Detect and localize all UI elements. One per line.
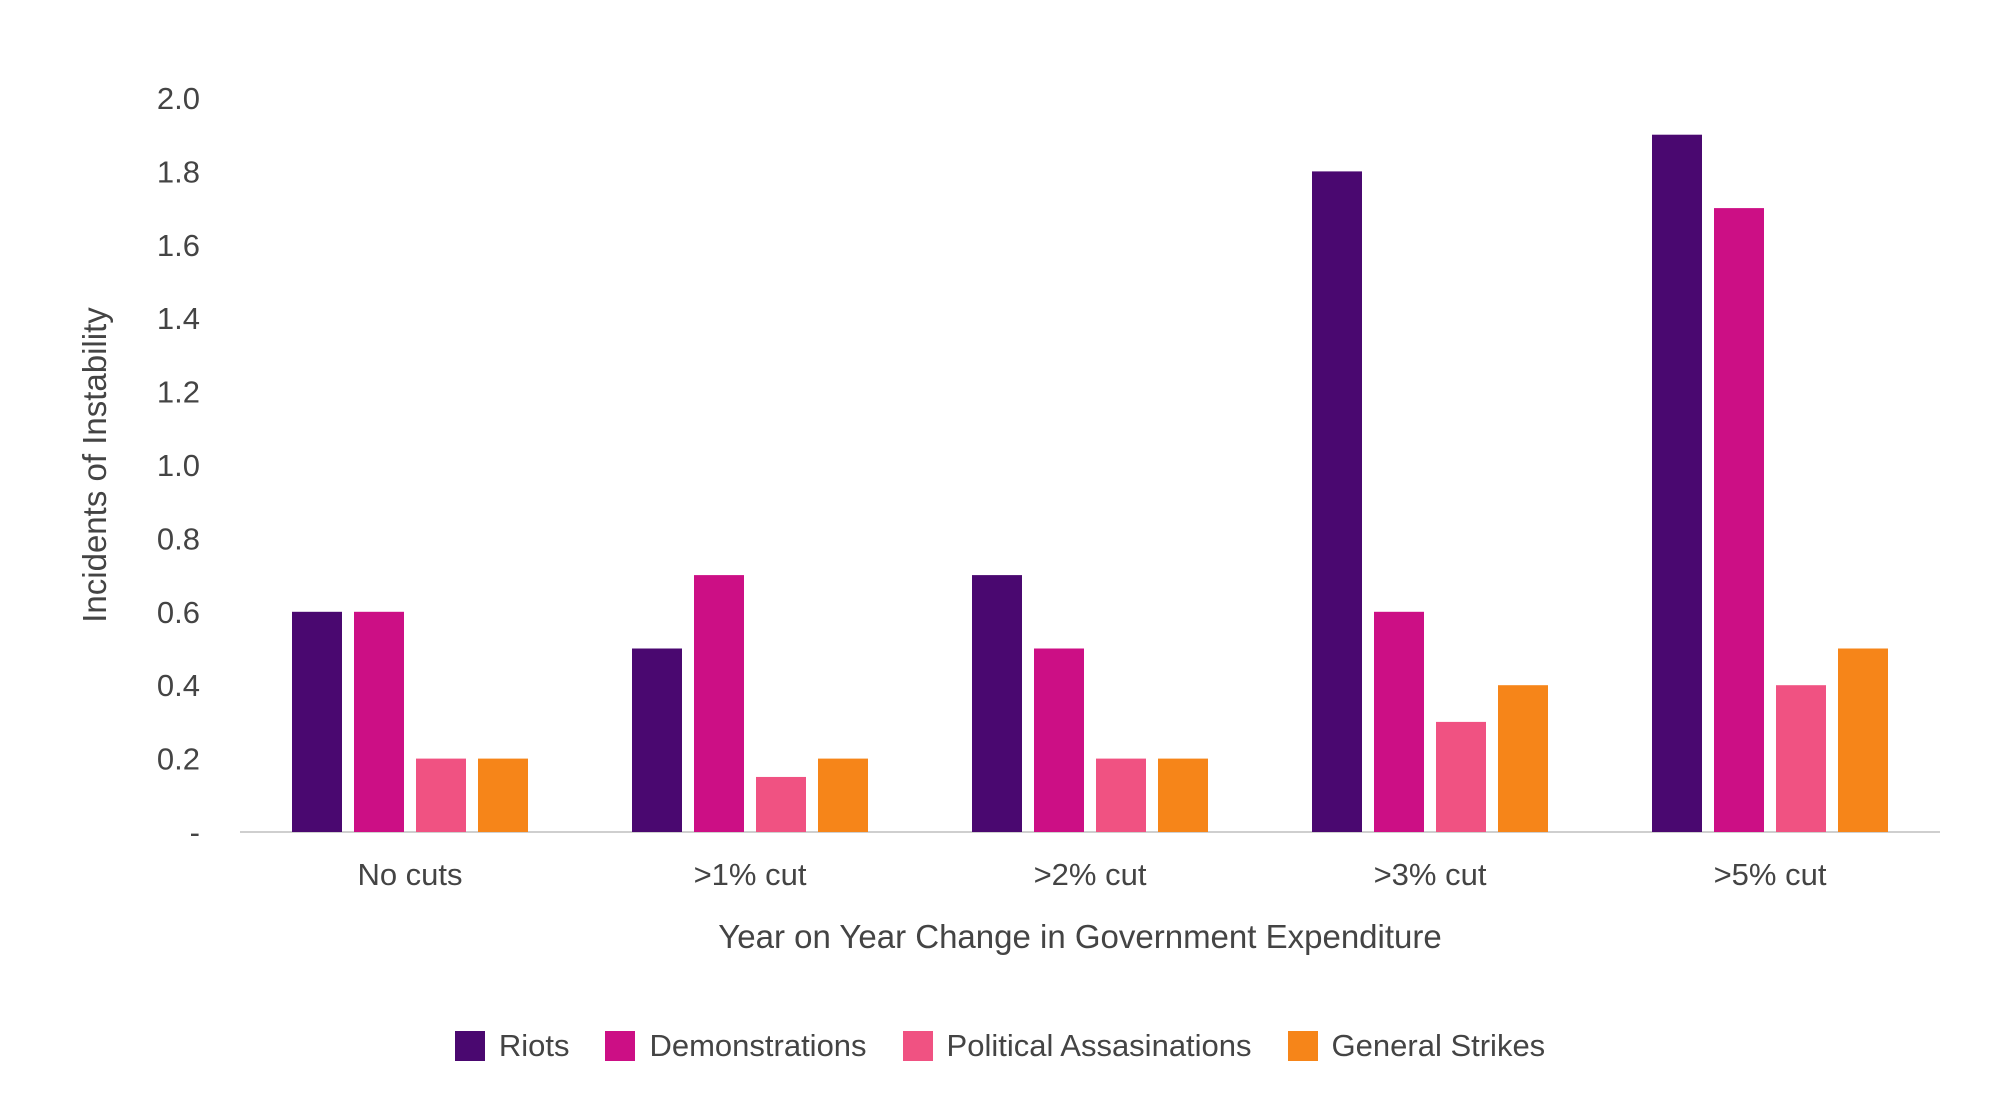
y-tick-label: 0.2 (157, 742, 200, 777)
legend-label: Riots (498, 1028, 570, 1063)
y-axis-title: Incidents of Instability (76, 307, 113, 623)
bar-political-assasinations (1776, 685, 1826, 832)
bar-general-strikes (1158, 758, 1208, 832)
y-tick-label: 2.0 (157, 81, 200, 116)
bar-general-strikes (478, 758, 528, 832)
y-tick-label: 1.0 (157, 448, 200, 483)
bar-demonstrations (1714, 208, 1764, 833)
x-category-label: >2% cut (1034, 857, 1147, 892)
x-axis-categories: No cuts >1% cut >2% cut >3% cut >5% cut (357, 857, 1826, 892)
bar-political-assasinations (416, 758, 466, 832)
bar-demonstrations (694, 575, 744, 832)
bar-political-assasinations (1096, 758, 1146, 832)
y-tick-label: 1.6 (157, 228, 200, 263)
legend-item-general-strikes: General Strikes (1287, 1028, 1546, 1064)
bars (292, 134, 1888, 833)
y-tick-label: 1.8 (157, 154, 200, 189)
bar-demonstrations (1374, 611, 1424, 832)
bar-riots (292, 611, 342, 832)
y-tick-label: 1.4 (157, 301, 200, 336)
bar-riots (632, 648, 682, 832)
x-category-label: >3% cut (1374, 857, 1487, 892)
bar-political-assasinations (756, 776, 806, 832)
y-tick-label: 0.4 (157, 668, 200, 703)
legend-item-riots: Riots (454, 1028, 570, 1064)
bar-political-assasinations (1436, 721, 1486, 832)
legend-swatch (454, 1031, 485, 1061)
y-tick-label: 0.6 (157, 595, 200, 630)
bar-riots (1652, 134, 1702, 832)
legend: Riots Demonstrations Political Assasinat… (0, 1028, 2000, 1064)
legend-item-political-assasinations: Political Assasinations (902, 1028, 1252, 1064)
legend-label: Demonstrations (649, 1028, 867, 1063)
bar-demonstrations (1034, 648, 1084, 832)
x-category-label: No cuts (357, 857, 462, 892)
bar-general-strikes (818, 758, 868, 832)
legend-swatch (902, 1031, 933, 1061)
y-axis-ticks: - 0.2 0.4 0.6 0.8 1.0 1.2 1.4 1.6 1.8 2.0 (157, 81, 200, 850)
bar-general-strikes (1498, 685, 1548, 832)
bar-demonstrations (354, 611, 404, 832)
bar-general-strikes (1838, 648, 1888, 832)
legend-label: General Strikes (1331, 1028, 1546, 1063)
legend-item-demonstrations: Demonstrations (605, 1028, 867, 1064)
x-category-label: >1% cut (694, 857, 807, 892)
y-tick-label: - (190, 815, 200, 850)
legend-swatch (1287, 1031, 1318, 1061)
y-tick-label: 1.2 (157, 375, 200, 410)
x-axis-title: Year on Year Change in Government Expend… (718, 918, 1441, 955)
legend-label: Political Assasinations (946, 1028, 1252, 1063)
x-category-label: >5% cut (1714, 857, 1827, 892)
bar-riots (972, 575, 1022, 832)
y-tick-label: 0.8 (157, 521, 200, 556)
legend-swatch (605, 1031, 636, 1061)
bar-riots (1312, 171, 1362, 832)
